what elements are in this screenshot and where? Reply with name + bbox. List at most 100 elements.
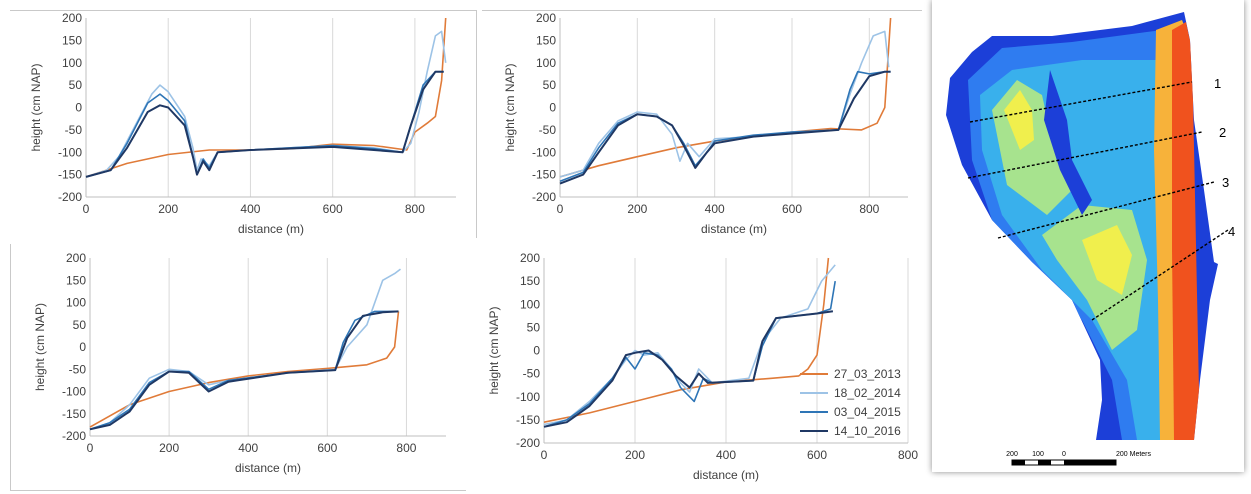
x-tick-label: 400 [240,202,260,216]
x-tick-label: 600 [323,202,343,216]
y-tick-label: -150 [516,413,540,427]
series-line-27_03_2013 [543,257,830,423]
x-tick-label: 200 [158,202,178,216]
y-tick-label: -50 [69,362,87,376]
y-axis-title: height (cm NAP) [33,303,47,391]
x-tick-label: 0 [541,448,548,462]
series-line-03_04_2015 [543,280,836,428]
y-tick-label: -100 [58,145,82,159]
profile-chart-2: -200 -150 -100 -50 0 50 100 150 200 0 200 400 600 800… [476,0,936,244]
y-tick-label: -50 [65,123,83,137]
transect-line-3 [997,181,1215,239]
y-tick-label: -150 [58,168,82,182]
scale-bar-seg-3 [1064,460,1116,465]
scale-label-meters: 200 Meters [1116,451,1152,458]
x-tick-label: 0 [87,441,94,455]
y-tick-label: 100 [62,56,82,70]
x-tick-label: 800 [859,202,879,216]
map-surface [946,12,1218,440]
elevation-map-svg: 1 2 3 4 200 100 0 200 Meters [946,12,1235,466]
profile-chart-1-svg: -200 -150 -100 -50 0 50 100 150 200 0 200 400 600 800… [29,11,456,236]
y-tick-label: 50 [543,78,557,92]
legend-swatch-4 [800,429,828,432]
profile-chart-3-svg: -200 -150 -100 -50 0 50 100 150 200 0 200 400 600 800… [33,251,446,475]
y-tick-label: 0 [549,101,556,115]
y-tick-label: -50 [539,123,557,137]
series-line-14_10_2016 [85,70,444,178]
y-tick-label: -150 [532,168,556,182]
scale-bar-seg-2 [1038,460,1051,465]
x-tick-label: 600 [317,441,337,455]
series-line-18_02_2014 [89,268,401,431]
map-dike-crest [1172,22,1200,440]
panel-frame-right-1 [476,10,477,238]
x-axis-title: distance (m) [693,468,759,482]
y-tick-label: 200 [520,251,540,265]
y-tick-label: -200 [532,190,556,204]
y-tick-label: 0 [533,344,540,358]
legend-label-2: 18_02_2014 [834,385,901,400]
x-tick-label: 0 [83,202,90,216]
scale-label-0: 0 [1062,451,1066,458]
x-tick-label: 200 [159,441,179,455]
y-tick-label: 150 [536,33,556,47]
series-line-14_10_2016 [89,310,399,431]
legend-item-2: 18_02_2014 [800,383,930,402]
profile-chart-2-svg: -200 -150 -100 -50 0 50 100 150 200 0 200 400 600 800… [503,11,908,236]
series-line-18_02_2014 [559,30,890,178]
profile-chart-4: -200 -150 -100 -50 0 50 100 150 200 0 200 400 600 800… [476,244,936,494]
elevation-map: 1 2 3 4 200 100 0 200 Meters [932,0,1244,472]
y-tick-label: 100 [536,56,556,70]
legend-item-4: 14_10_2016 [800,421,930,440]
y-tick-label: -100 [62,385,86,399]
transect-line-4 [1091,229,1229,321]
x-tick-label: 800 [405,202,425,216]
x-tick-label: 400 [705,202,725,216]
legend-swatch-1 [800,372,828,375]
y-tick-label: 150 [62,33,82,47]
y-tick-label: 50 [69,78,83,92]
transect-label-3: 3 [1222,175,1229,190]
y-tick-label: 100 [520,297,540,311]
legend-label-4: 14_10_2016 [834,423,901,438]
legend-swatch-3 [800,410,828,413]
y-tick-label: -200 [58,190,82,204]
panel-frame-bottom-3 [10,490,466,491]
x-axis-title: distance (m) [235,461,301,475]
y-axis-title: height (cm NAP) [29,63,43,151]
series-line-18_02_2014 [85,30,447,178]
map-bank-lower-core [1082,225,1132,295]
series-line-18_02_2014 [543,264,836,426]
profile-chart-4-svg: -200 -150 -100 -50 0 50 100 150 200 0 200 400 600 800… [487,251,918,482]
legend-label-3: 03_04_2015 [834,404,901,419]
legend-item-1: 27_03_2013 [800,364,930,383]
series-line-14_10_2016 [559,70,891,185]
transect-label-1: 1 [1214,76,1221,91]
series-line-27_03_2013 [85,17,447,178]
y-tick-label: -150 [62,407,86,421]
y-tick-label: 200 [62,11,82,25]
scale-label-200: 200 [1006,451,1018,458]
legend-label-1: 27_03_2013 [834,366,901,381]
y-tick-label: -100 [516,390,540,404]
scale-bar: 200 100 0 200 Meters [1006,451,1152,466]
profile-chart-3: -200 -150 -100 -50 0 50 100 150 200 0 200 400 600 800… [0,244,478,494]
y-tick-label: 200 [66,251,86,265]
panel-frame-top [10,10,476,11]
x-tick-label: 400 [238,441,258,455]
series-line-27_03_2013 [559,17,892,178]
transect-line-1 [969,81,1193,123]
panel-frame-top-2 [482,10,922,11]
x-tick-label: 600 [782,202,802,216]
x-tick-label: 800 [898,448,918,462]
series-line-03_04_2015 [89,310,399,431]
y-axis-title: height (cm NAP) [487,306,501,394]
y-tick-label: -200 [62,429,86,443]
profile-chart-1: -200 -150 -100 -50 0 50 100 150 200 0 200 400 600 800… [0,0,478,244]
panel-frame-left-3 [10,244,11,490]
x-axis-title: distance (m) [701,222,767,236]
legend-item-3: 03_04_2015 [800,402,930,421]
y-tick-label: -50 [523,367,541,381]
y-tick-label: -100 [532,145,556,159]
map-bank-upper-core [1004,90,1034,150]
